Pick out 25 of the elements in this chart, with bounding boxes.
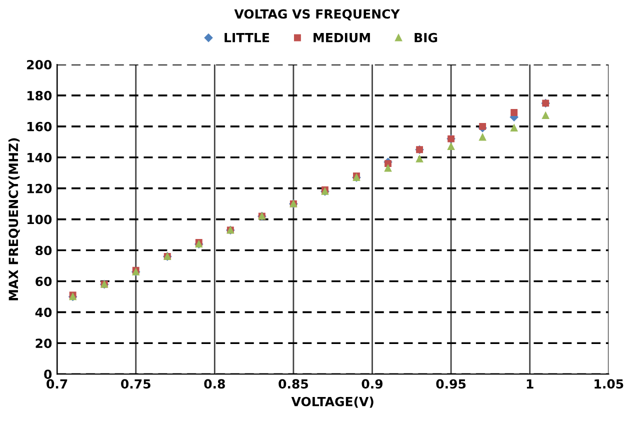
x-tick-label: 0.95 (436, 379, 466, 389)
x-tick-label: 0.7 (46, 379, 68, 389)
y-tick-label: 20 (36, 338, 52, 348)
y-tick-label: 140 (28, 152, 52, 162)
x-axis-title: VOLTAGE(V) (291, 396, 374, 408)
y-tick-label: 80 (36, 246, 52, 256)
y-tick-label: 60 (36, 276, 52, 286)
x-tick-label: 1 (526, 379, 534, 388)
y-tick-label: 160 (28, 122, 52, 132)
legend-label: MEDIUM (314, 33, 370, 42)
x-tick-label: 0.8 (204, 379, 225, 389)
y-tick-label: 100 (28, 214, 52, 224)
x-tick-label: 1.05 (594, 379, 624, 389)
y-tick-label: 200 (27, 60, 52, 70)
legend-label: BIG (414, 32, 438, 42)
y-tick-label: 40 (35, 308, 52, 318)
x-tick-label: 0.85 (278, 379, 308, 389)
chart-title: VOLTAG VS FREQUENCY (234, 9, 400, 20)
y-tick-label: 0 (44, 370, 52, 380)
legend-label: LITTLE (224, 33, 270, 42)
x-tick-label: 0.75 (121, 379, 150, 389)
x-tick-label: 0.9 (362, 379, 383, 389)
y-tick-label: 120 (28, 184, 52, 194)
y-tick-label: 180 (28, 90, 52, 100)
y-axis-title: MAX FREQUENCY(MHZ) (8, 138, 20, 300)
